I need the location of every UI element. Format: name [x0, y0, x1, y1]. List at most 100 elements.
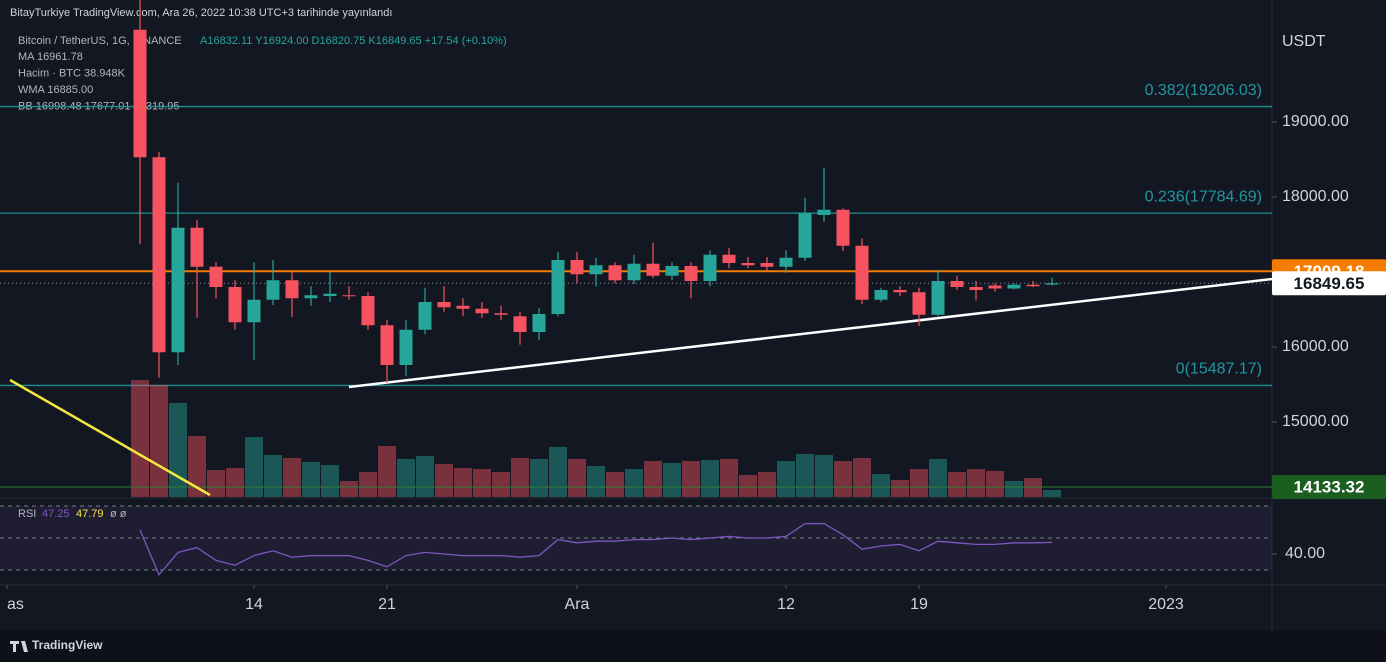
fib-label: 0(15487.17): [1176, 361, 1262, 378]
price-tag-label: 14133.32: [1294, 477, 1365, 496]
candle-body: [608, 265, 622, 281]
y-tick-label: 16000.00: [1282, 338, 1349, 355]
candle-body: [988, 285, 1002, 289]
volume-bar: [1005, 481, 1023, 497]
price-tag: [1272, 475, 1386, 500]
footer-brand: TradingView: [32, 638, 103, 652]
volume-bar: [986, 471, 1004, 497]
candle-body: [323, 293, 337, 297]
candle-body: [475, 308, 489, 314]
volume-bar: [568, 459, 586, 497]
candle-body: [931, 281, 945, 315]
candle-body: [152, 157, 166, 353]
candle-body: [190, 227, 204, 267]
volume-bar: [207, 470, 225, 497]
volume-bar: [454, 468, 472, 497]
x-tick-label: Ara: [565, 596, 590, 613]
volume-bar: [283, 458, 301, 497]
candle-body: [817, 209, 831, 216]
legend-ohlc: A16832.11 Y16924.00 D16820.75 K16849.65 …: [200, 35, 507, 47]
rsi-band-area: [0, 506, 1272, 570]
volume-bar: [701, 460, 719, 497]
volume-bar: [150, 385, 168, 497]
volume-bar: [245, 437, 263, 497]
candle-body: [437, 302, 451, 308]
candle-body: [266, 280, 280, 300]
volume-bar: [549, 447, 567, 497]
volume-bar: [302, 462, 320, 497]
rsi-line: [139, 522, 1053, 577]
candle-body: [1026, 284, 1040, 287]
volume-bar: [853, 458, 871, 497]
candle-body: [570, 260, 584, 275]
volume-bar: [739, 475, 757, 497]
candle-body: [418, 302, 432, 330]
trendline: [348, 277, 1273, 389]
volume-bar: [264, 455, 282, 497]
volume-bar: [340, 481, 358, 497]
candle-body: [836, 209, 850, 246]
candle-body: [855, 245, 869, 300]
volume-bar: [606, 472, 624, 497]
price-tag: [1272, 271, 1386, 296]
legend-symbol: Bitcoin / TetherUS, 1G, BINANCE: [18, 35, 182, 47]
volume-bar: [682, 461, 700, 497]
candle-body: [285, 280, 299, 299]
volume-bar: [910, 469, 928, 497]
candle-body: [551, 260, 565, 315]
rsi-tick-label: 40.00: [1285, 545, 1325, 562]
currency: USDT: [1282, 33, 1326, 50]
trendline: [9, 378, 211, 497]
volume-bar: [587, 466, 605, 497]
candle-body: [209, 266, 223, 288]
volume-bar: [530, 459, 548, 497]
candle-body: [342, 295, 356, 297]
volume-bar: [226, 468, 244, 497]
volume-bar: [815, 455, 833, 497]
fib-label: 0.382(19206.03): [1145, 82, 1262, 99]
volume-bar: [834, 461, 852, 497]
volume-bar: [720, 459, 738, 497]
candle-body: [950, 281, 964, 288]
volume-bar: [397, 459, 415, 497]
candle-body: [399, 329, 413, 366]
volume-bar: [777, 461, 795, 497]
candle-body: [893, 290, 907, 293]
volume-bar: [131, 380, 149, 497]
candle-body: [513, 316, 527, 333]
x-tick-label: 21: [378, 596, 396, 613]
fib-label: 0.236(17784.69): [1145, 188, 1262, 205]
x-tick-label: 14: [245, 596, 263, 613]
candle-body: [1045, 283, 1059, 285]
volume-bar: [359, 472, 377, 497]
volume-bar: [948, 472, 966, 497]
x-tick-label: 19: [910, 596, 928, 613]
candle-body: [703, 254, 717, 282]
candle-body: [646, 263, 660, 276]
y-tick-label: 15000.00: [1282, 413, 1349, 430]
candle-body: [969, 287, 983, 291]
volume-bar: [644, 461, 662, 497]
logo: [10, 641, 28, 652]
legend-line: MA 16961.78: [18, 51, 83, 63]
volume-bar: [796, 454, 814, 497]
volume-bar: [169, 403, 187, 497]
y-tick-label: 19000.00: [1282, 113, 1349, 130]
candle-body: [456, 305, 470, 309]
candle-body: [171, 227, 185, 353]
x-tick-label: 2023: [1148, 596, 1184, 613]
volume-bar: [378, 446, 396, 497]
volume-bar: [435, 464, 453, 497]
volume-bar: [891, 480, 909, 497]
volume-bar: [188, 436, 206, 497]
volume-bar: [321, 465, 339, 497]
price-tag-label: 16849.65: [1294, 274, 1365, 293]
x-tick-label: 12: [777, 596, 795, 613]
candle-body: [684, 266, 698, 282]
x-tick-label: as: [7, 596, 24, 613]
candle-body: [494, 313, 508, 315]
candle-body: [912, 292, 926, 315]
volume-bar: [492, 472, 510, 497]
footer-bar: [0, 630, 1386, 662]
